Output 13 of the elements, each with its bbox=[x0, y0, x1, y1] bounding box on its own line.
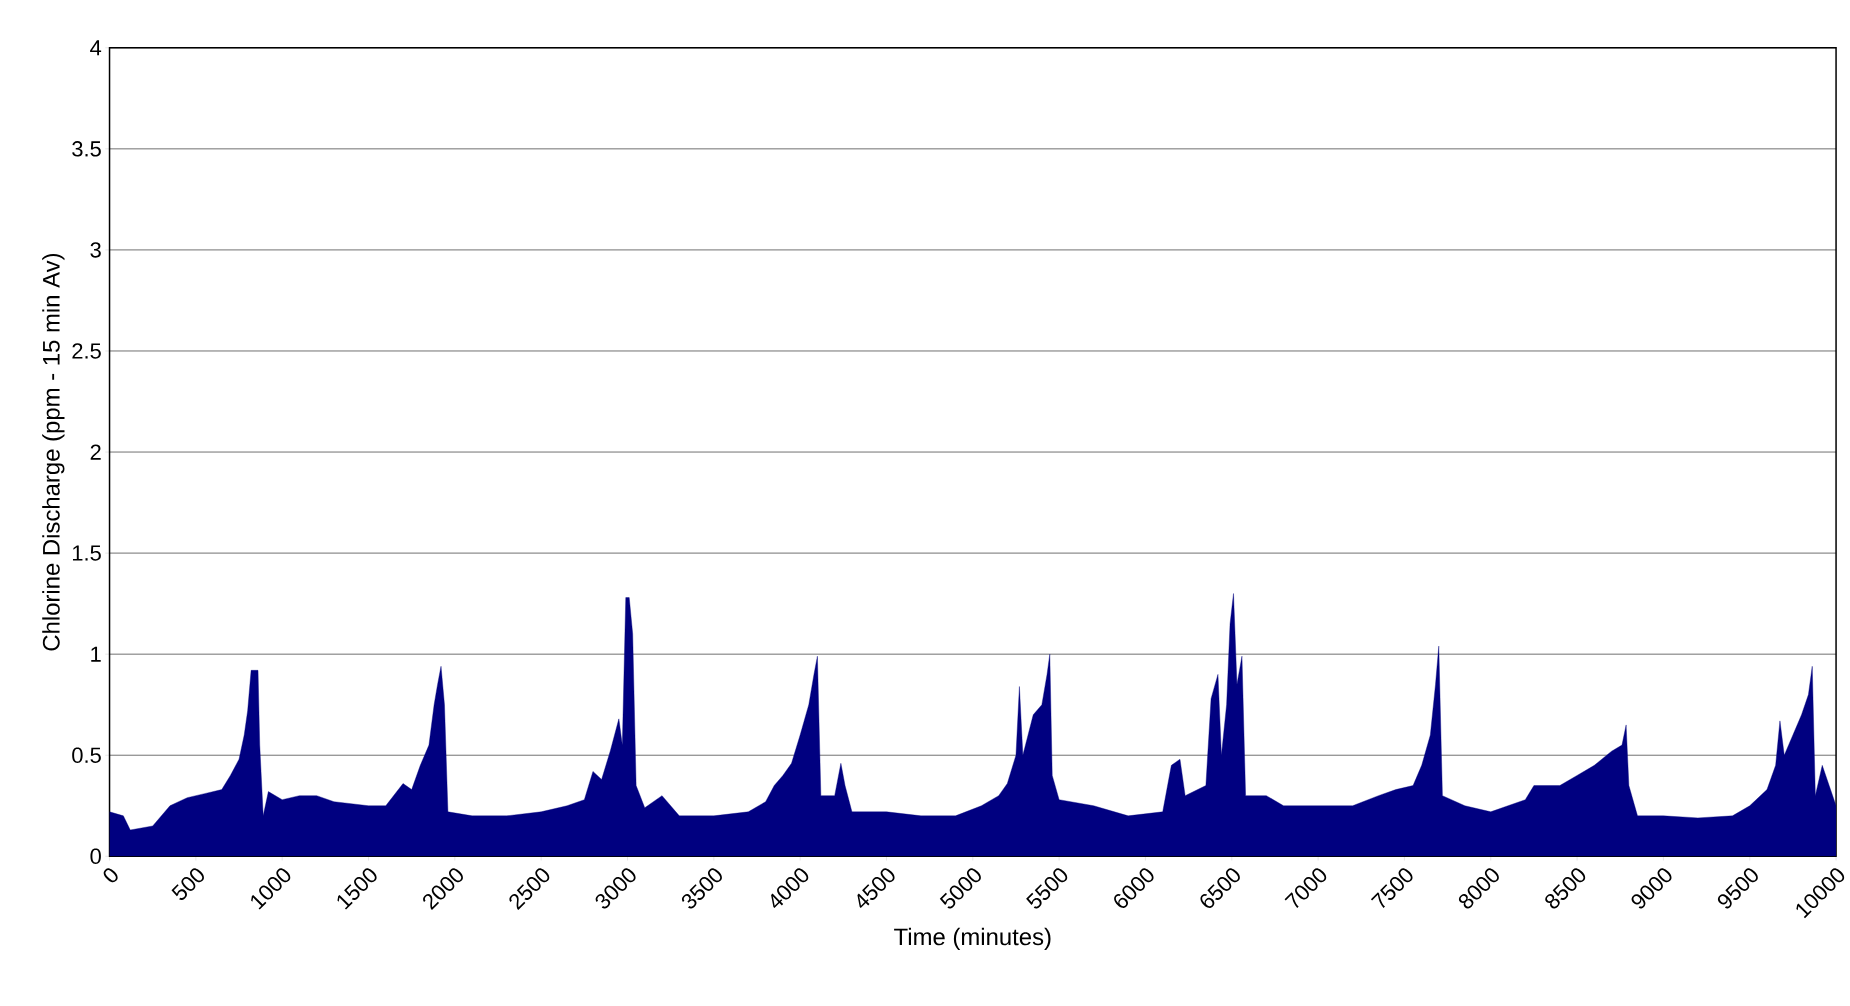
y-tick-label: 2.5 bbox=[72, 343, 101, 359]
y-tick-label: 2 bbox=[90, 444, 101, 460]
y-tick-label: 3.5 bbox=[72, 141, 101, 157]
x-tick-label: 0 bbox=[103, 868, 118, 883]
y-tick-label: 1.5 bbox=[72, 545, 101, 561]
x-tick-label: 500 bbox=[171, 868, 204, 901]
y-axis-title: Chlorine Discharge (ppm - 15 min Av) bbox=[42, 254, 65, 651]
y-tick-label: 0.5 bbox=[72, 747, 101, 764]
y-tick-label: 0 bbox=[90, 848, 101, 865]
x-axis-title: Time (minutes) bbox=[894, 927, 1051, 951]
y-tick-label: 1 bbox=[91, 646, 101, 662]
y-tick-label: 4 bbox=[90, 40, 102, 56]
y-tick-label: 3 bbox=[90, 242, 101, 258]
